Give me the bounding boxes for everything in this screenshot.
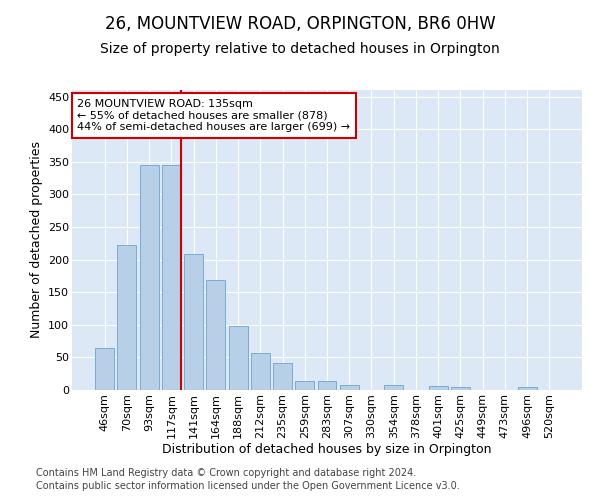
Bar xyxy=(451,386,470,390)
Text: Contains public sector information licensed under the Open Government Licence v3: Contains public sector information licen… xyxy=(36,481,460,491)
Bar xyxy=(184,254,203,390)
Text: Size of property relative to detached houses in Orpington: Size of property relative to detached ho… xyxy=(100,42,500,56)
Bar xyxy=(229,326,248,390)
Bar xyxy=(429,386,448,390)
Bar xyxy=(206,280,225,390)
Bar xyxy=(518,386,536,390)
Text: 26 MOUNTVIEW ROAD: 135sqm
← 55% of detached houses are smaller (878)
44% of semi: 26 MOUNTVIEW ROAD: 135sqm ← 55% of detac… xyxy=(77,99,350,132)
Bar xyxy=(118,245,136,390)
Text: Distribution of detached houses by size in Orpington: Distribution of detached houses by size … xyxy=(162,442,492,456)
Y-axis label: Number of detached properties: Number of detached properties xyxy=(29,142,43,338)
Bar xyxy=(162,165,181,390)
Bar xyxy=(295,381,314,390)
Bar xyxy=(384,386,403,390)
Text: Contains HM Land Registry data © Crown copyright and database right 2024.: Contains HM Land Registry data © Crown c… xyxy=(36,468,416,477)
Bar xyxy=(340,385,359,390)
Bar xyxy=(251,353,270,390)
Text: 26, MOUNTVIEW ROAD, ORPINGTON, BR6 0HW: 26, MOUNTVIEW ROAD, ORPINGTON, BR6 0HW xyxy=(104,15,496,33)
Bar xyxy=(140,165,158,390)
Bar xyxy=(317,381,337,390)
Bar xyxy=(95,348,114,390)
Bar xyxy=(273,362,292,390)
